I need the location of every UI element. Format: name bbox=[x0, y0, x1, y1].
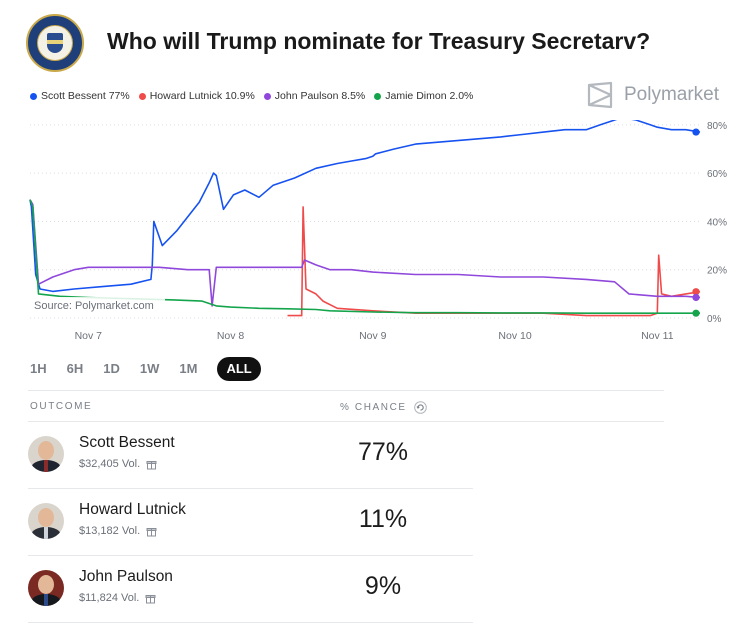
y-tick-label: 80% bbox=[707, 121, 727, 132]
chance-column-header: % CHANCE bbox=[340, 401, 427, 414]
legend-item: Howard Lutnick 10.9% bbox=[138, 90, 255, 102]
legend-item: Jamie Dimon 2.0% bbox=[374, 90, 473, 102]
legend-dot bbox=[138, 92, 146, 100]
series-line bbox=[29, 199, 700, 314]
series-line bbox=[29, 199, 701, 307]
outcome-chance: 77% bbox=[357, 438, 409, 466]
avatar bbox=[28, 503, 64, 539]
market-header: Who will Trump nominate for Treasury Sec… bbox=[26, 14, 726, 74]
outcome-chance: 9% bbox=[364, 572, 402, 600]
divider bbox=[28, 488, 473, 489]
time-range-tabs: 1H 6H 1D 1W 1M ALL bbox=[30, 357, 261, 381]
legend-dot bbox=[374, 92, 382, 100]
x-tick-label: Nov 10 bbox=[498, 330, 531, 342]
gift-icon bbox=[146, 460, 157, 469]
divider bbox=[28, 421, 664, 422]
divider bbox=[28, 555, 473, 556]
outcome-column-header: OUTCOME bbox=[30, 401, 93, 412]
y-tick-label: 60% bbox=[707, 169, 727, 180]
refresh-icon[interactable] bbox=[414, 401, 427, 414]
legend-dot bbox=[263, 92, 271, 100]
x-tick-label: Nov 7 bbox=[75, 330, 103, 342]
series-line bbox=[29, 120, 701, 293]
y-tick-label: 0% bbox=[707, 314, 722, 325]
legend-dot bbox=[30, 92, 37, 100]
volume-text: $32,405 Vol. bbox=[79, 458, 141, 470]
legend-label: Howard Lutnick 10.9% bbox=[149, 90, 255, 102]
tab-all[interactable]: ALL bbox=[217, 357, 261, 381]
gift-icon bbox=[146, 527, 157, 536]
treasury-seal-logo bbox=[26, 14, 84, 72]
outcome-name: John Paulson bbox=[79, 568, 173, 585]
avatar bbox=[28, 436, 64, 472]
outcome-volume: $11,824 Vol. bbox=[79, 592, 156, 604]
divider bbox=[28, 622, 473, 623]
legend-label: Jamie Dimon 2.0% bbox=[385, 90, 474, 102]
chart-legend: Scott Bessent 77% Howard Lutnick 10.9% J… bbox=[30, 89, 482, 103]
series-end-dot bbox=[692, 288, 700, 296]
y-tick-label: 20% bbox=[707, 266, 727, 277]
price-history-chart[interactable]: 0% 20% 40% 60% 80% Nov 7 Nov 8 Nov 9 Nov 10 Nov 1… bbox=[0, 120, 742, 350]
series-line bbox=[287, 206, 701, 317]
legend-item: John Paulson 8.5% bbox=[263, 90, 366, 102]
legend-item: Scott Bessent 77% bbox=[30, 90, 130, 102]
outcome-name: Scott Bessent bbox=[79, 434, 175, 451]
outcome-row[interactable]: John Paulson $11,824 Vol. 9% bbox=[28, 555, 473, 621]
series-end-dot bbox=[692, 293, 700, 302]
avatar bbox=[28, 570, 64, 606]
divider bbox=[28, 390, 664, 391]
tab-6h[interactable]: 6H bbox=[66, 361, 84, 376]
y-tick-label: 40% bbox=[707, 217, 727, 228]
outcome-name: Howard Lutnick bbox=[79, 501, 186, 518]
series-end-dot bbox=[692, 309, 700, 317]
volume-text: $13,182 Vol. bbox=[79, 525, 141, 537]
x-tick-label: Nov 9 bbox=[359, 330, 387, 342]
x-tick-label: Nov 11 bbox=[641, 330, 674, 342]
polymarket-logo-icon bbox=[587, 81, 613, 109]
legend-label: Scott Bessent 77% bbox=[41, 90, 130, 102]
series-end-dot bbox=[692, 128, 700, 136]
gift-icon bbox=[145, 594, 156, 603]
brand-name: Polymarket bbox=[624, 84, 720, 105]
legend-label: John Paulson 8.5% bbox=[274, 90, 366, 102]
market-title: Who will Trump nominate for Treasury Sec… bbox=[107, 28, 651, 54]
tab-1d[interactable]: 1D bbox=[103, 361, 120, 376]
tab-1h[interactable]: 1H bbox=[30, 361, 47, 376]
outcome-chance: 11% bbox=[358, 505, 408, 533]
outcome-volume: $13,182 Vol. bbox=[79, 525, 157, 537]
source-label: Source: Polymarket.com bbox=[34, 300, 154, 312]
outcome-row[interactable]: Scott Bessent $32,405 Vol. 77% bbox=[28, 421, 473, 487]
volume-text: $11,824 Vol. bbox=[79, 592, 140, 604]
outcome-row[interactable]: Howard Lutnick $13,182 Vol. 11% bbox=[28, 488, 473, 554]
outcome-volume: $32,405 Vol. bbox=[79, 458, 157, 470]
source-label-bg bbox=[31, 297, 165, 312]
x-tick-label: Nov 8 bbox=[217, 330, 245, 342]
polymarket-brand[interactable]: Polymarket bbox=[587, 80, 719, 110]
chance-column-label: % CHANCE bbox=[340, 402, 407, 414]
tab-1w[interactable]: 1W bbox=[139, 361, 160, 376]
tab-1m[interactable]: 1M bbox=[179, 361, 198, 376]
